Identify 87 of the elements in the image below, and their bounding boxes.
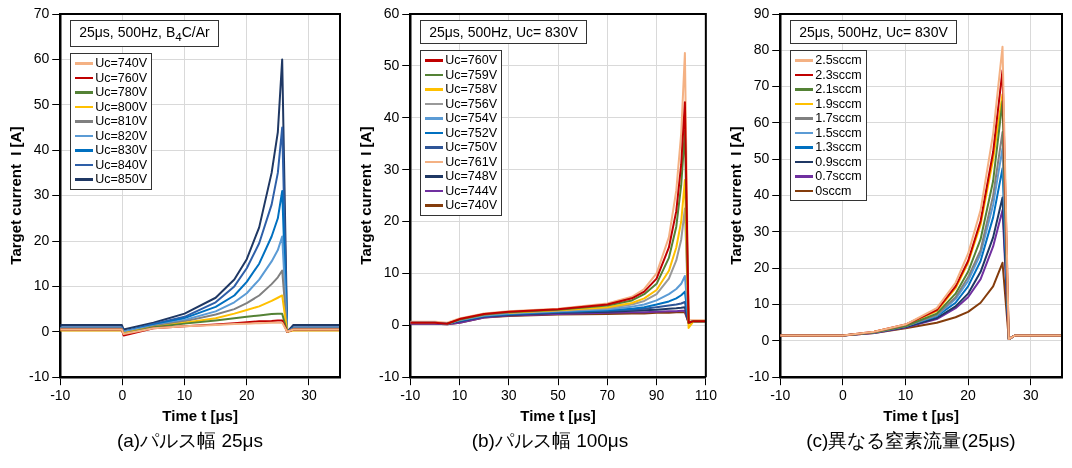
legend-label: Uc=744V <box>445 183 498 198</box>
legend-label: 0.9sccm <box>815 154 862 169</box>
y-axis-title: Target current I [A] <box>357 126 375 265</box>
x-axis-title: Time t [μs] <box>520 407 596 425</box>
legend-label: 1.3sccm <box>815 140 862 155</box>
legend-label: 2.5sccm <box>815 53 862 68</box>
x-tick-label: 20 <box>960 387 977 404</box>
x-tick-label: -10 <box>400 387 421 404</box>
legend-label: 0.7sccm <box>815 169 862 184</box>
legend-label: Uc=830V <box>95 143 148 158</box>
x-tick-label: 10 <box>897 387 914 404</box>
legend-label: 2.3sccm <box>815 67 862 82</box>
y-tick-label: 70 <box>753 77 770 94</box>
y-tick-label: 0 <box>761 331 770 348</box>
text: (a)パルス幅 25μs <box>115 429 265 453</box>
y-tick-label: -10 <box>379 368 400 385</box>
y-tick-label: 10 <box>33 277 50 294</box>
annotation: 25μs, 500Hz, Uc= 830V <box>420 20 587 44</box>
x-tick-label: 10 <box>176 387 193 404</box>
x-tick-label: 30 <box>500 387 517 404</box>
x-axis-title: Time t [μs] <box>883 407 959 425</box>
y-tick-label: 60 <box>753 113 770 130</box>
x-tick-label: 90 <box>648 387 665 404</box>
legend-label: Uc=780V <box>95 85 148 100</box>
text: (c)異なる窒素流量(25μs) <box>805 429 1017 453</box>
legend-label: Uc=740V <box>445 198 498 213</box>
legend-label: Uc=850V <box>95 172 148 187</box>
y-axis-title: Target current I [A] <box>727 126 745 265</box>
y-tick-label: 30 <box>33 186 50 203</box>
legend-label: Uc=758V <box>445 82 498 97</box>
legend-label: Uc=761V <box>445 154 498 169</box>
x-tick-label: 30 <box>301 387 317 404</box>
y-tick-label: 80 <box>753 41 770 58</box>
legend-label: Uc=760V <box>445 53 498 68</box>
y-tick-label: 10 <box>383 264 400 281</box>
y-tick-label: 30 <box>753 222 770 239</box>
y-tick-label: 40 <box>33 141 50 158</box>
text: (b)パルス幅 100μs <box>470 429 630 453</box>
y-tick-label: 70 <box>33 4 50 21</box>
y-tick-label: 20 <box>383 212 400 229</box>
y-axis-title: Target current I [A] <box>7 126 25 265</box>
x-tick-label: 10 <box>451 387 468 404</box>
legend-label: Uc=810V <box>95 114 148 129</box>
annotation: 25μs, 500Hz, Uc= 830V <box>790 20 957 44</box>
x-tick-label: 50 <box>550 387 567 404</box>
x-tick-label: 110 <box>694 387 718 404</box>
y-tick-label: 60 <box>383 4 400 21</box>
legend-label: Uc=748V <box>445 169 498 184</box>
y-tick-label: 50 <box>33 95 50 112</box>
x-tick-label: 20 <box>238 387 255 404</box>
y-tick-label: 0 <box>41 322 50 339</box>
x-tick-label: -10 <box>770 387 791 404</box>
y-tick-label: 40 <box>383 108 400 125</box>
x-tick-label: 30 <box>1022 387 1039 404</box>
x-tick-label: 0 <box>118 387 127 404</box>
legend-label: Uc=820V <box>95 128 148 143</box>
y-tick-label: 50 <box>753 150 770 167</box>
legend-label: Uc=752V <box>445 125 498 140</box>
legend-label: Uc=840V <box>95 157 148 172</box>
legend-label: 2.1sccm <box>815 82 862 97</box>
y-tick-label: 30 <box>383 160 400 177</box>
y-tick-label: 40 <box>753 186 770 203</box>
legend-label: Uc=756V <box>445 96 498 111</box>
x-axis-title: Time t [μs] <box>162 407 238 425</box>
legend-label: Uc=759V <box>445 67 498 82</box>
x-tick-label: 70 <box>599 387 616 404</box>
legend-label: 0sccm <box>815 183 852 198</box>
legend-label: 1.9sccm <box>815 96 862 111</box>
y-tick-label: -10 <box>749 368 770 385</box>
legend-label: Uc=740V <box>95 56 148 71</box>
y-tick-label: 60 <box>33 50 50 67</box>
legend-label: Uc=750V <box>445 140 498 155</box>
y-tick-label: 0 <box>391 316 400 333</box>
legend-label: Uc=754V <box>445 111 498 126</box>
legend-label: 1.5sccm <box>815 125 862 140</box>
y-tick-label: -10 <box>29 368 50 385</box>
x-tick-label: -10 <box>50 387 71 404</box>
legend-label: Uc=800V <box>95 99 148 114</box>
y-tick-label: 10 <box>753 295 770 312</box>
legend-label: Uc=760V <box>95 70 148 85</box>
y-tick-label: 50 <box>383 56 400 73</box>
y-tick-label: 20 <box>753 259 770 276</box>
annotation: 25μs, 500Hz, B$_{4}$C/Ar <box>70 20 219 47</box>
y-tick-label: 90 <box>753 4 770 21</box>
legend-label: 1.7sccm <box>815 111 862 126</box>
y-tick-label: 20 <box>33 231 50 248</box>
x-tick-label: 0 <box>838 387 847 404</box>
